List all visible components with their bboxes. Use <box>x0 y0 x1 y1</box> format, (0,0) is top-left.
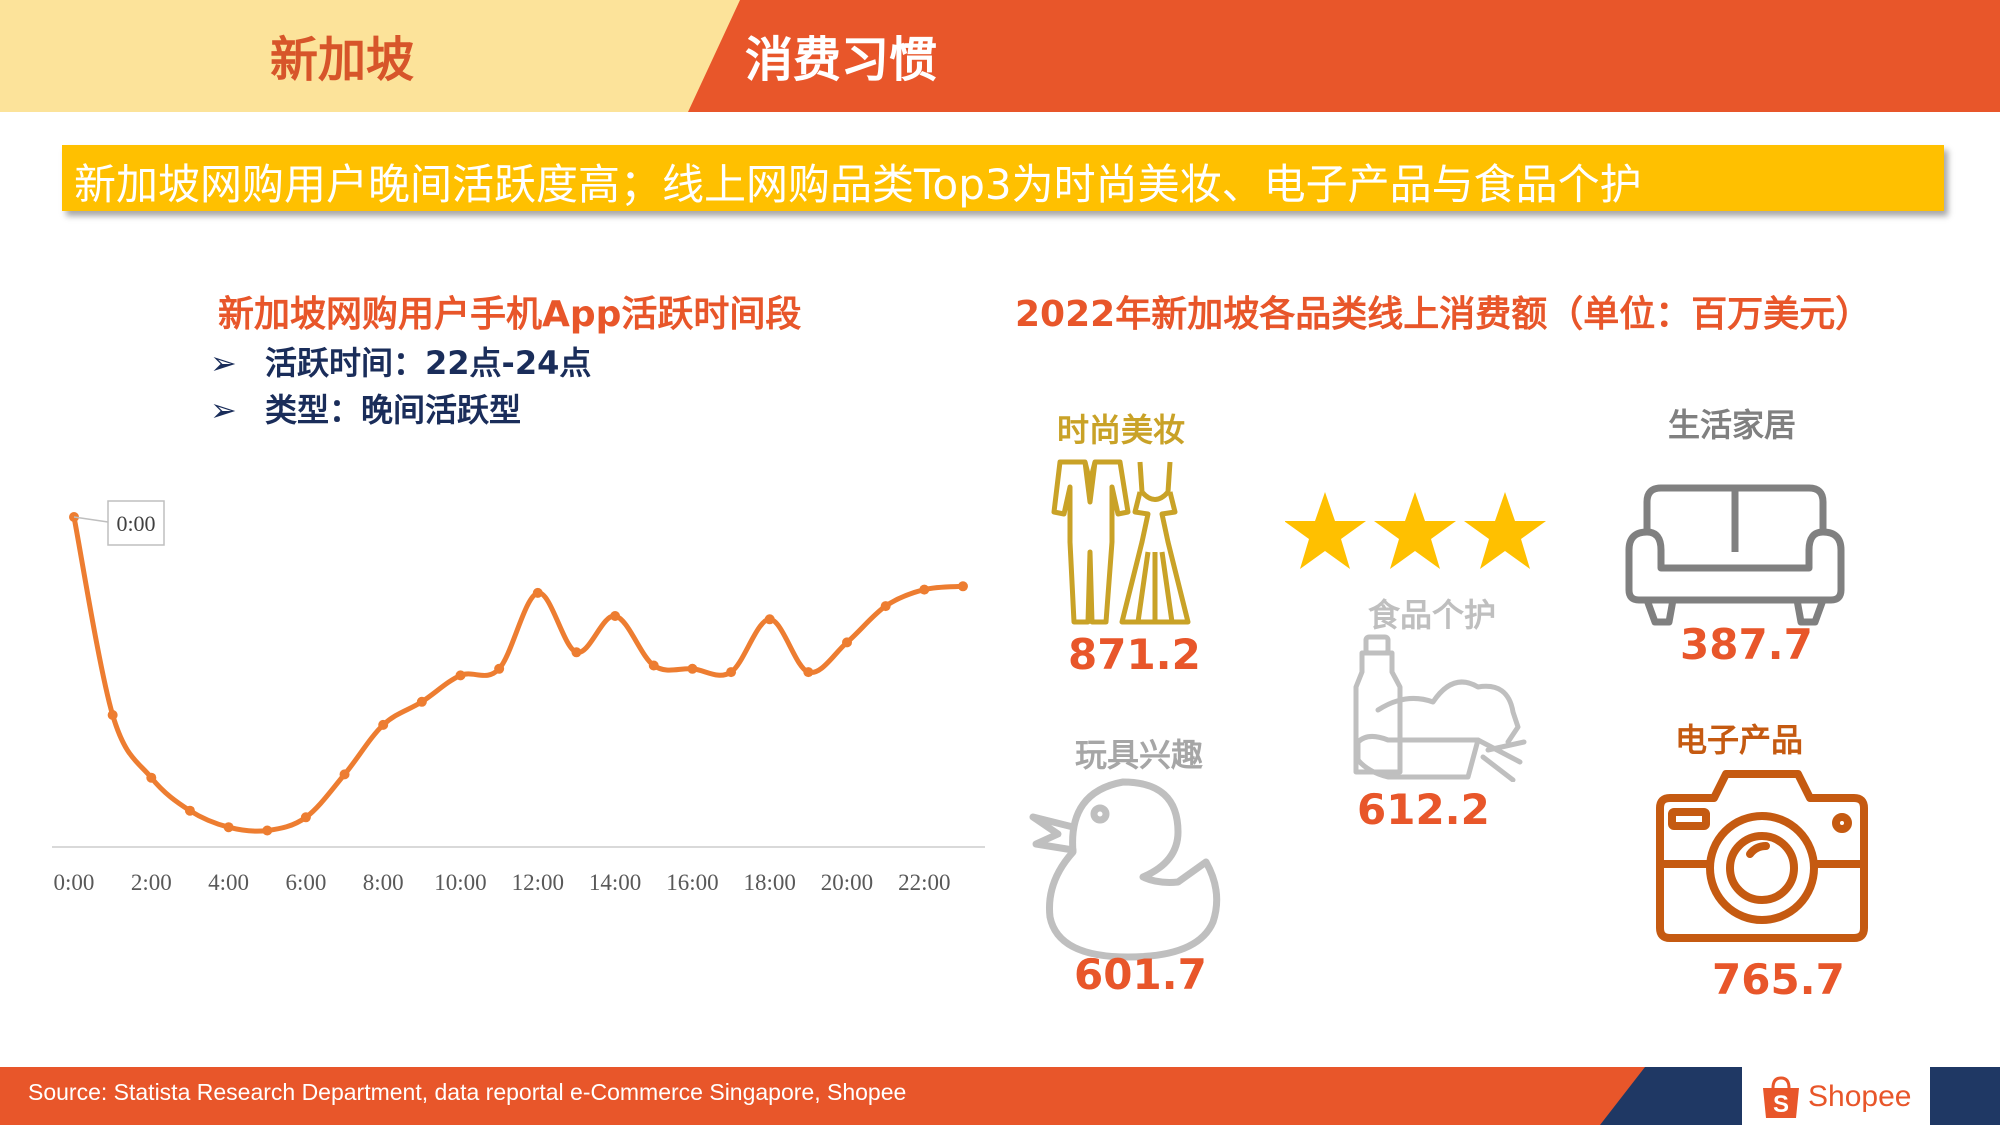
x-tick-label: 10:00 <box>434 870 486 895</box>
data-point-19:00 <box>803 667 814 678</box>
headline-text: 新加坡网购用户晚间活跃度高；线上网购品类Top3为时尚美妆、电子产品与食品个护 <box>74 160 1642 209</box>
header-left-band <box>0 0 760 112</box>
data-point-5:00 <box>262 825 273 836</box>
bullet-user-type: ➢ 类型：晚间活跃型 <box>210 385 521 431</box>
x-tick-label: 4:00 <box>208 870 249 895</box>
category-value-home: 387.7 <box>1680 620 1813 669</box>
x-tick-label: 22:00 <box>898 870 950 895</box>
category-value-toys: 601.7 <box>1074 950 1207 999</box>
data-point-10:00 <box>455 670 466 681</box>
star-icon <box>1374 492 1456 569</box>
category-label-electronics: 电子产品 <box>1675 721 1804 759</box>
category-value-electronics: 765.7 <box>1712 955 1845 1004</box>
data-point-8:00 <box>378 719 389 730</box>
top3-stars <box>1285 492 1546 569</box>
annotation-box <box>107 500 165 546</box>
data-point-6:00 <box>300 812 311 823</box>
data-point-14:00 <box>610 611 621 621</box>
header-section-title: 消费习惯 <box>745 32 938 88</box>
shopee-bag-icon: S <box>1763 1076 1799 1118</box>
data-point-22:00 <box>919 584 930 595</box>
data-point-16:00 <box>687 663 698 674</box>
category-label-home: 生活家居 <box>1668 406 1797 444</box>
x-tick-label: 0:00 <box>54 870 95 895</box>
star-icon <box>1464 492 1546 569</box>
data-point-17:00 <box>726 667 737 678</box>
data-point-12:00 <box>532 587 543 598</box>
data-point-18:00 <box>764 614 775 625</box>
category-value-fashion: 871.2 <box>1068 630 1201 679</box>
data-point-1:00 <box>107 710 118 720</box>
data-point-15:00 <box>648 660 659 671</box>
series-line <box>71 514 966 834</box>
x-tick-label: 18:00 <box>744 870 796 895</box>
data-point-13:00 <box>571 647 582 658</box>
data-point-7:00 <box>339 769 350 780</box>
annotation-label: 0:00 <box>116 511 155 536</box>
category-spend-title: 2022年新加坡各品类线上消费额（单位：百万美元） <box>1015 294 1872 335</box>
data-point-23:00 <box>957 581 968 592</box>
annotation-leader-line <box>73 516 109 523</box>
category-label-toys: 玩具兴趣 <box>1075 736 1204 774</box>
star-icon <box>1285 492 1366 569</box>
arrow-bullet-icon: ➢ <box>210 344 237 382</box>
shopee-logo-text: Shopee <box>1808 1080 1912 1113</box>
category-label-fashion: 时尚美妆 <box>1057 411 1186 449</box>
activity-chart-title: 新加坡网购用户手机App活跃时间段 <box>218 294 802 335</box>
rubber-duck-icon <box>1029 778 1221 961</box>
shopee-bag-letter: S <box>1773 1091 1789 1118</box>
category-label-food: 食品个护 <box>1368 596 1497 634</box>
data-point-9:00 <box>416 696 427 707</box>
arrow-bullet-icon: ➢ <box>210 391 237 429</box>
x-tick-label: 8:00 <box>363 870 404 895</box>
bullet-active-time-text: 活跃时间：22点-24点 <box>265 344 592 382</box>
bullet-active-time: ➢ 活跃时间：22点-24点 <box>210 338 591 384</box>
x-tick-label: 2:00 <box>131 870 172 895</box>
footer-source-text: Source: Statista Research Department, da… <box>28 1079 907 1105</box>
data-point-11:00 <box>494 663 505 674</box>
sofa-icon <box>1625 484 1845 626</box>
data-point-21:00 <box>880 601 891 612</box>
x-tick-label: 6:00 <box>285 870 326 895</box>
x-tick-label: 14:00 <box>589 870 641 895</box>
camera-icon <box>1656 770 1868 942</box>
data-point-3:00 <box>184 805 195 816</box>
activity-line-chart: 0:00 2:00 4:00 6:00 8:00 10:00 12:00 14:00 16:00… <box>52 500 985 895</box>
data-point-4:00 <box>223 822 234 833</box>
category-value-food: 612.2 <box>1357 785 1490 834</box>
data-point-2:00 <box>146 772 157 783</box>
groceries-icon <box>1353 634 1527 782</box>
data-point-20:00 <box>842 637 852 648</box>
headline-banner: 新加坡网购用户晚间活跃度高；线上网购品类Top3为时尚美妆、电子产品与食品个护 <box>62 145 1944 211</box>
x-tick-label: 20:00 <box>821 870 873 895</box>
header-country-title: 新加坡 <box>270 32 415 88</box>
header-right-band <box>688 0 2000 112</box>
x-tick-label: 12:00 <box>512 870 564 895</box>
clothing-icon <box>1051 459 1191 625</box>
x-tick-label: 16:00 <box>666 870 718 895</box>
bullet-user-type-text: 类型：晚间活跃型 <box>265 391 522 429</box>
